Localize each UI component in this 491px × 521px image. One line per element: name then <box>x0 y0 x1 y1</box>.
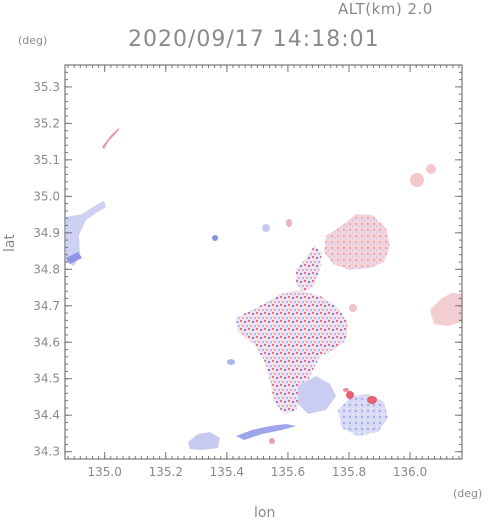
echo-small-cell-b <box>227 359 235 365</box>
echo-west-blue-edge <box>66 252 82 264</box>
echo-southeast-blue <box>298 376 336 414</box>
echo-layer <box>66 127 462 450</box>
y-tick-label: 35.0 <box>33 189 60 203</box>
y-tick-label: 35.3 <box>33 80 60 94</box>
y-tick-label: 34.6 <box>33 335 60 349</box>
echo-southeast-red-b <box>346 391 354 399</box>
echo-southeast-red-a <box>367 396 377 404</box>
echo-small-cell-d <box>349 304 357 312</box>
x-tick-label: 135.0 <box>88 465 122 479</box>
lon-unit-label: (deg) <box>453 487 483 500</box>
echo-small-cell-f <box>286 219 292 227</box>
y-tick-label: 34.4 <box>33 408 60 422</box>
y-tick-label: 34.3 <box>33 445 60 459</box>
echo-west-blue <box>66 201 106 266</box>
echo-small-cell-e <box>262 224 270 232</box>
y-tick-label: 34.9 <box>33 226 60 240</box>
x-tick-label: 135.2 <box>149 465 183 479</box>
y-tick-label: 34.5 <box>33 372 60 386</box>
datetime-title: 2020/09/17 14:18:01 <box>128 27 380 52</box>
echo-east-strip <box>430 293 462 326</box>
echo-small-cell-a <box>212 235 218 241</box>
x-tick-label: 135.4 <box>210 465 244 479</box>
y-tick-label: 35.1 <box>33 153 60 167</box>
x-tick-label: 135.8 <box>332 465 366 479</box>
y-tick-label: 34.7 <box>33 299 60 313</box>
echo-small-cell-c <box>269 438 275 444</box>
echo-northeast-large <box>324 214 390 270</box>
echo-northwest-streak <box>102 127 120 149</box>
echo-south-streak <box>236 424 296 440</box>
y-tick-label: 34.8 <box>33 262 60 276</box>
x-tick-label: 136.0 <box>393 465 427 479</box>
echo-southeast-red-c <box>343 388 349 392</box>
plot-frame <box>64 64 463 460</box>
echo-north-east-cell-a <box>410 173 424 187</box>
echo-south-blue-cell <box>188 432 220 450</box>
lat-unit-label: (deg) <box>18 34 48 47</box>
y-tick-label: 35.2 <box>33 116 60 130</box>
echo-north-east-cell-b <box>426 164 436 174</box>
echo-southeast-cell <box>338 394 388 436</box>
echo-central-main <box>236 290 348 414</box>
x-axis-label: lon <box>254 505 276 521</box>
x-tick-label: 135.6 <box>271 465 305 479</box>
altitude-label: ALT(km) 2.0 <box>338 0 433 18</box>
axis-ticks: 135.0 135.2 135.4 135.6 135.8 136.0 34.3 34.4 34… <box>33 64 462 479</box>
echo-central-north <box>296 246 322 292</box>
